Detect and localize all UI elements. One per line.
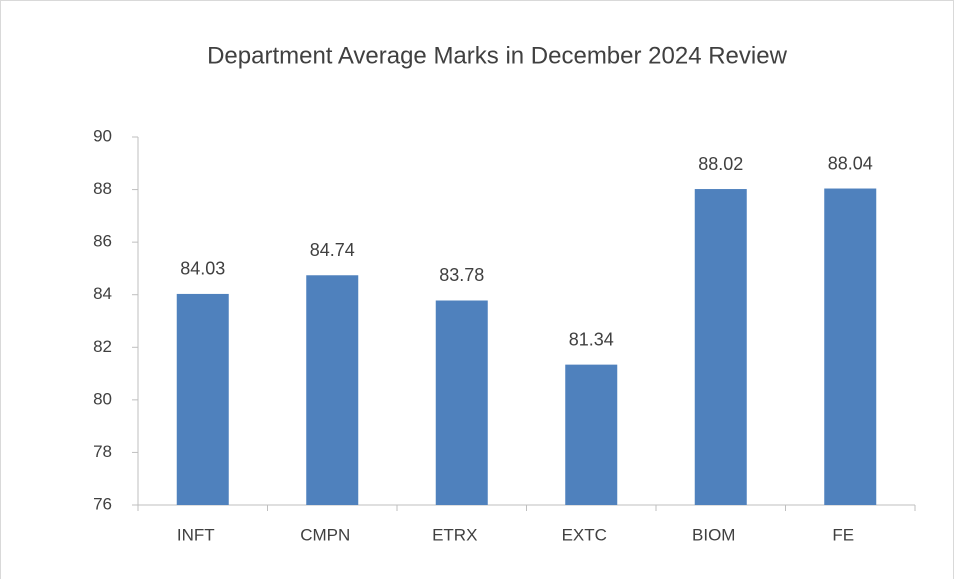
data-label: 81.34	[569, 329, 614, 349]
y-tick-label: 82	[93, 337, 112, 356]
bar	[306, 275, 359, 505]
y-tick-label: 86	[93, 232, 112, 251]
x-tick-label: ETRX	[432, 525, 477, 544]
x-tick-label: EXTC	[562, 525, 607, 544]
y-tick-label: 84	[93, 284, 112, 303]
data-label: 84.74	[310, 240, 355, 260]
data-label: 84.03	[180, 259, 225, 279]
data-label: 88.04	[828, 153, 873, 173]
x-tick-label: FE	[832, 525, 854, 544]
data-label: 88.02	[698, 154, 743, 174]
x-tick-label: CMPN	[300, 525, 350, 544]
bar	[435, 300, 488, 505]
data-label: 83.78	[439, 265, 484, 285]
bar	[694, 189, 747, 505]
y-tick-label: 78	[93, 442, 112, 461]
y-tick-label: 88	[93, 179, 112, 198]
chart-title: Department Average Marks in December 202…	[207, 42, 788, 69]
bar	[824, 188, 877, 505]
y-tick-label: 76	[93, 494, 112, 513]
bar	[565, 364, 618, 505]
x-tick-label: INFT	[177, 525, 215, 544]
x-tick-label: BIOM	[692, 525, 735, 544]
bar	[176, 293, 229, 505]
y-tick-label: 90	[93, 126, 112, 145]
y-tick-label: 80	[93, 389, 112, 408]
